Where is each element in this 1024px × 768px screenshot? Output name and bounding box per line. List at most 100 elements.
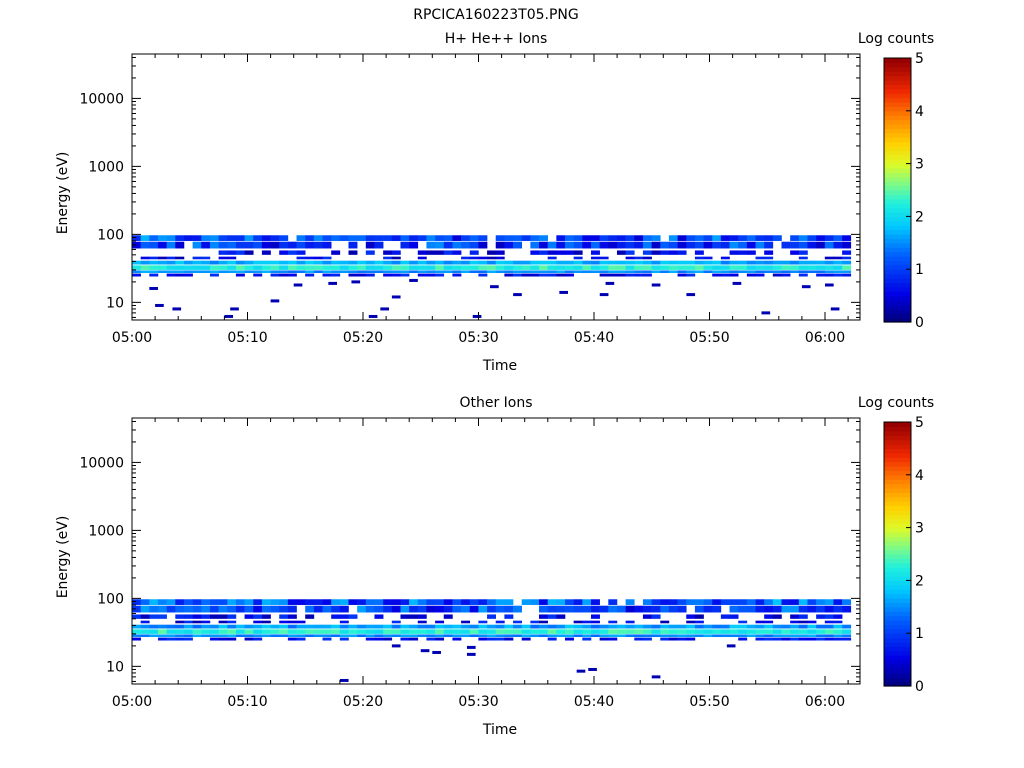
spectrogram-cell xyxy=(374,241,384,249)
spectrogram-cell xyxy=(842,235,852,241)
spectrogram-cell xyxy=(218,250,228,255)
spectrogram-cell xyxy=(504,624,514,629)
spectrogram-cell xyxy=(322,241,332,249)
spectrogram-cell xyxy=(790,629,800,634)
spectrogram-cell xyxy=(391,634,401,638)
spectrogram-cell xyxy=(296,624,306,629)
spectrogram-cell xyxy=(417,629,427,634)
spectrogram-cell xyxy=(305,605,315,613)
spectrogram-cell xyxy=(798,605,808,613)
spectrogram-cell xyxy=(801,285,811,289)
spectrogram-cell xyxy=(599,605,609,613)
spectrogram-cell xyxy=(253,634,263,638)
spectrogram-cell xyxy=(183,605,193,613)
spectrogram-cell xyxy=(192,629,202,634)
spectrogram-cell xyxy=(764,270,774,274)
spectrogram-cell xyxy=(513,270,522,274)
spectrogram-cell xyxy=(287,260,297,265)
spectrogram-cell xyxy=(305,270,315,274)
spectrogram-cell xyxy=(833,270,843,274)
spectrogram-cell xyxy=(772,599,782,605)
spectrogram-cell xyxy=(764,634,774,638)
spectrogram-cell xyxy=(201,260,211,265)
spectrogram-cell xyxy=(296,250,306,255)
colorbar-segment xyxy=(884,514,911,520)
spectrogram-cell xyxy=(391,605,401,613)
spectrogram-cell xyxy=(357,235,367,241)
spectrogram-cell xyxy=(660,241,670,249)
spectrogram-cell xyxy=(383,265,393,270)
spectrogram-cell xyxy=(608,270,618,274)
spectrogram-cell xyxy=(651,235,661,241)
spectrogram-cell xyxy=(495,256,505,260)
colorbar-segment xyxy=(884,132,911,138)
spectrogram-cell xyxy=(513,265,522,270)
spectrogram-cell xyxy=(781,260,791,265)
spectrogram-cell xyxy=(140,634,150,638)
spectrogram-cell xyxy=(224,314,234,318)
spectrogram-cell xyxy=(824,605,834,613)
spectrogram-cell xyxy=(348,624,358,629)
spectrogram-cell xyxy=(703,605,713,613)
spectrogram-cell xyxy=(842,599,852,605)
spectrogram-cell xyxy=(634,624,644,629)
spectrogram-cell xyxy=(565,624,574,629)
spectrogram-cell xyxy=(660,637,670,641)
colorbar-segment xyxy=(884,251,911,257)
spectrogram-cell xyxy=(253,624,263,629)
spectrogram-cell xyxy=(322,273,332,277)
spectrogram-cell xyxy=(452,235,462,241)
spectrogram-cell xyxy=(755,637,765,641)
spectrogram-cell xyxy=(573,624,583,629)
spectrogram-cell xyxy=(720,265,730,270)
spectrogram-cell xyxy=(660,270,670,274)
spectrogram-cell xyxy=(660,634,670,638)
colorbar-segment xyxy=(884,510,911,515)
spectrogram-cell xyxy=(383,634,393,638)
spectrogram-cell xyxy=(590,620,600,624)
spectrogram-cell xyxy=(712,260,722,265)
spectrogram-cell xyxy=(218,265,228,270)
spectrogram-cell xyxy=(798,614,808,619)
spectrogram-cell xyxy=(576,669,586,673)
spectrogram-cell xyxy=(565,265,574,270)
spectrogram-cell xyxy=(521,629,531,634)
spectrogram-cell xyxy=(720,260,730,265)
spectrogram-cell xyxy=(209,605,219,613)
spectrogram-cell xyxy=(287,270,297,274)
spectrogram-cell xyxy=(313,256,323,260)
spectrogram-cell xyxy=(694,624,704,629)
spectrogram-cell xyxy=(461,629,471,634)
spectrogram-cell xyxy=(634,273,644,277)
spectrogram-cell xyxy=(279,624,289,629)
spectrogram-cell xyxy=(513,624,522,629)
spectrogram-cell xyxy=(140,605,150,613)
spectrogram-cell xyxy=(478,256,488,260)
spectrogram-cell xyxy=(443,260,453,265)
spectrogram-cell xyxy=(521,624,531,629)
colorbar-segment xyxy=(884,256,911,261)
spectrogram-cell xyxy=(686,273,696,277)
plot-frame xyxy=(131,417,861,685)
spectrogram-cell xyxy=(261,614,271,619)
spectrogram-cell xyxy=(764,624,774,629)
colorbar-segment xyxy=(884,88,911,94)
spectrogram-cell xyxy=(642,599,652,605)
spectrogram-cell xyxy=(547,624,557,629)
spectrogram-cell xyxy=(487,614,497,619)
spectrogram-cell xyxy=(772,614,782,619)
spectrogram-cell xyxy=(668,605,678,613)
spectrogram-cell xyxy=(746,260,756,265)
spectrogram-cell xyxy=(504,634,514,638)
spectrogram-cell xyxy=(781,270,791,274)
spectrogram-cell xyxy=(746,624,756,629)
spectrogram-cell xyxy=(729,235,739,241)
colorbar-segment xyxy=(884,681,911,687)
spectrogram-cell xyxy=(590,629,600,634)
spectrogram-cell xyxy=(296,634,306,638)
spectrogram-cell xyxy=(764,637,774,641)
spectrogram-cell xyxy=(798,270,808,274)
spectrogram-cell xyxy=(149,624,159,629)
colorbar-segment xyxy=(884,62,911,68)
colorbar-segment xyxy=(884,176,911,182)
